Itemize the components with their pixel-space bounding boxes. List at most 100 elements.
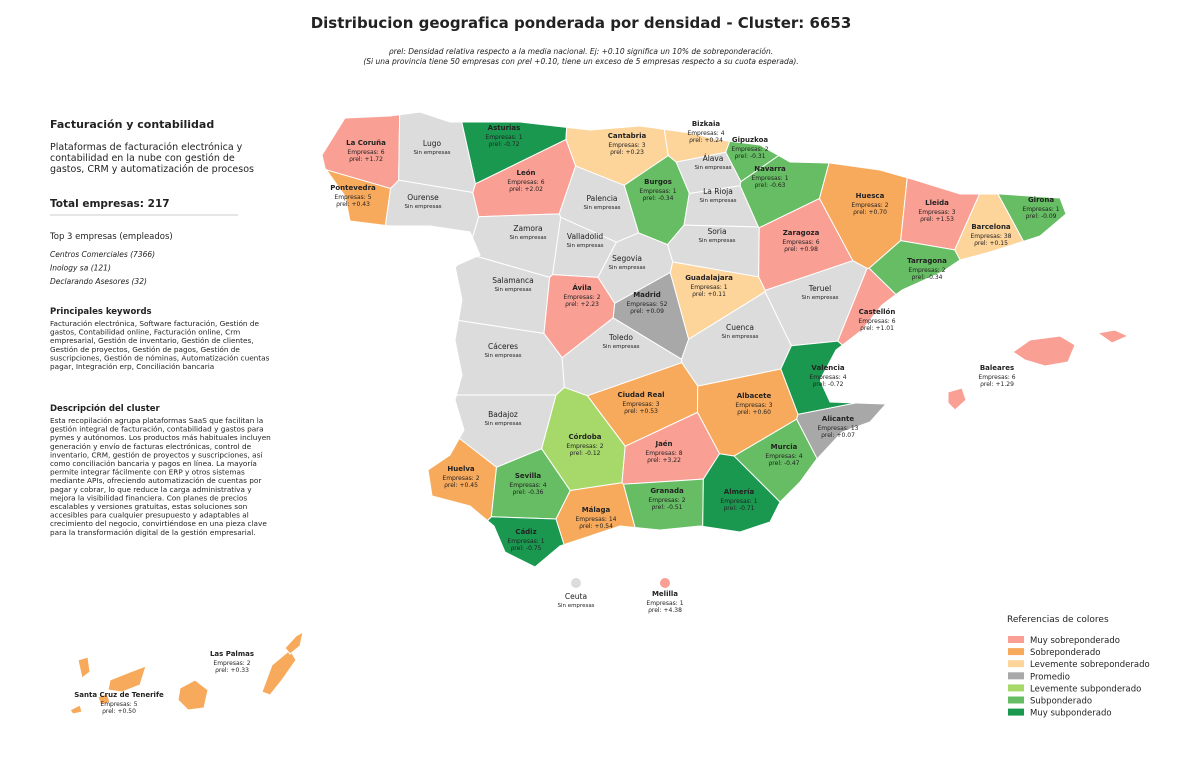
rho-value: +0.98 xyxy=(800,246,819,253)
no-companies: Sin empresas xyxy=(404,204,441,210)
no-companies: Sin empresas xyxy=(494,287,531,293)
rho: ρrel: +0.33 xyxy=(215,667,249,674)
province-name: La Rioja xyxy=(703,187,733,196)
companies: Empresas: 2 xyxy=(648,497,685,504)
province-name: Burgos xyxy=(644,178,672,186)
companies: Empresas: 6 xyxy=(978,374,1015,381)
companies: Empresas: 2 xyxy=(908,267,945,274)
rho: ρrel: +0.09 xyxy=(630,308,664,315)
companies-value: 2 xyxy=(682,497,686,504)
rho-label: ρrel: xyxy=(735,153,749,160)
rho: ρrel: +3.22 xyxy=(647,457,681,464)
companies-value: 4 xyxy=(799,453,803,460)
companies-value: 6 xyxy=(541,179,545,186)
rho-label: ρrel: xyxy=(511,545,525,552)
total-value: 217 xyxy=(148,198,170,210)
province-name: Navarra xyxy=(754,165,786,173)
companies: Empresas: 1 xyxy=(646,600,683,607)
province-name: Valladolid xyxy=(567,232,603,241)
province xyxy=(69,704,83,715)
companies: Empresas: 3 xyxy=(735,402,772,409)
companies-value: 2 xyxy=(600,443,604,450)
rho-label: ρrel: xyxy=(349,156,363,163)
no-companies: Sin empresas xyxy=(721,334,758,340)
companies: Empresas: 1 xyxy=(639,188,676,195)
cluster-name: Facturación y contabilidad xyxy=(50,118,214,131)
rho-label: ρrel: xyxy=(610,149,624,156)
province-name: Asturias xyxy=(488,124,521,132)
companies: Empresas: 1 xyxy=(690,284,727,291)
companies: Empresas: 3 xyxy=(918,209,955,216)
companies: Empresas: 2 xyxy=(566,443,603,450)
map-shapes xyxy=(69,111,1130,715)
province-name: Huesca xyxy=(856,192,885,200)
province xyxy=(1012,335,1076,367)
summary-line: contabilidad en la nube con gestión de xyxy=(50,153,235,164)
rho-value: +0.53 xyxy=(640,408,659,415)
rho-value: +0.15 xyxy=(990,240,1009,247)
rho-label: ρrel: xyxy=(336,201,350,208)
rho-label: ρrel: xyxy=(1026,213,1040,220)
province-name: Guadalajara xyxy=(685,274,733,282)
top-header: Top 3 empresas (empleados) xyxy=(49,232,173,242)
rho-value: +0.50 xyxy=(118,708,137,715)
companies: Empresas: 2 xyxy=(213,660,250,667)
rho: ρrel: +0.24 xyxy=(689,137,723,144)
companies: Empresas: 3 xyxy=(608,142,645,149)
companies: Empresas: 6 xyxy=(347,149,384,156)
companies-value: 38 xyxy=(1004,233,1012,240)
rho: ρrel: +0.43 xyxy=(336,201,370,208)
no-companies: Sin empresas xyxy=(694,165,731,171)
companies-label: Empresas: xyxy=(442,475,473,482)
companies-label: Empresas: xyxy=(334,194,365,201)
companies-label: Empresas: xyxy=(507,538,538,545)
companies-value: 6 xyxy=(381,149,385,156)
rho-value: -0.34 xyxy=(927,274,943,281)
description-line: como conciliación bancaria y pagos en lí… xyxy=(50,459,257,468)
companies: Empresas: 13 xyxy=(818,425,859,432)
companies-label: Empresas: xyxy=(100,701,131,708)
rho-label: ρrel: xyxy=(737,409,751,416)
companies: Empresas: 2 xyxy=(563,294,600,301)
legend-label: Levemente sobreponderado xyxy=(1030,660,1150,670)
province-name: Alicante xyxy=(822,415,854,423)
companies-label: Empresas: xyxy=(971,233,1002,240)
description-header: Descripción del cluster xyxy=(50,403,161,414)
rho: ρrel: +0.70 xyxy=(853,209,887,216)
rho: ρrel: +0.98 xyxy=(784,246,818,253)
rho: ρrel: +0.53 xyxy=(624,408,658,415)
province-name: Badajoz xyxy=(488,410,518,419)
companies: Empresas: 1 xyxy=(720,498,757,505)
province-name: Málaga xyxy=(582,506,611,514)
province xyxy=(486,516,565,568)
companies-label: Empresas: xyxy=(687,130,718,137)
rho: ρrel: +2.23 xyxy=(565,301,599,308)
description-line: generación y envío de facturas electróni… xyxy=(50,442,252,451)
province-name: Teruel xyxy=(808,284,831,293)
rho-label: ρrel: xyxy=(769,460,783,467)
province-name: Baleares xyxy=(980,364,1014,372)
legend-label: Muy sobreponderado xyxy=(1030,636,1120,646)
rho: ρrel: +1.53 xyxy=(920,216,954,223)
rho-value: -0.31 xyxy=(750,153,766,160)
top-company: Declarando Asesores (32) xyxy=(50,277,147,286)
rho-label: ρrel: xyxy=(579,523,593,530)
companies-label: Empresas: xyxy=(645,450,676,457)
total: Total empresas: 217 xyxy=(50,198,170,210)
companies-value: 3 xyxy=(656,401,660,408)
rho-value: +0.33 xyxy=(231,667,250,674)
companies-label: Empresas: xyxy=(751,175,782,182)
rho-value: +2.23 xyxy=(581,301,600,308)
rho-value: +0.11 xyxy=(708,291,727,298)
description-line: pymes y autónomos. Los productos más hab… xyxy=(50,433,271,442)
rho: ρrel: -0.34 xyxy=(643,195,674,202)
province-name: Almería xyxy=(724,488,755,496)
rho-label: ρrel: xyxy=(630,308,644,315)
subtitle: ρrel: Densidad relativa respecto a la me… xyxy=(389,47,773,56)
rho-label: ρrel: xyxy=(689,137,703,144)
companies: Empresas: 6 xyxy=(858,318,895,325)
rho-label: ρrel: xyxy=(860,325,874,332)
rho-value: -0.51 xyxy=(667,504,683,511)
rho-value: -0.34 xyxy=(658,195,674,202)
companies-label: Empresas: xyxy=(213,660,244,667)
